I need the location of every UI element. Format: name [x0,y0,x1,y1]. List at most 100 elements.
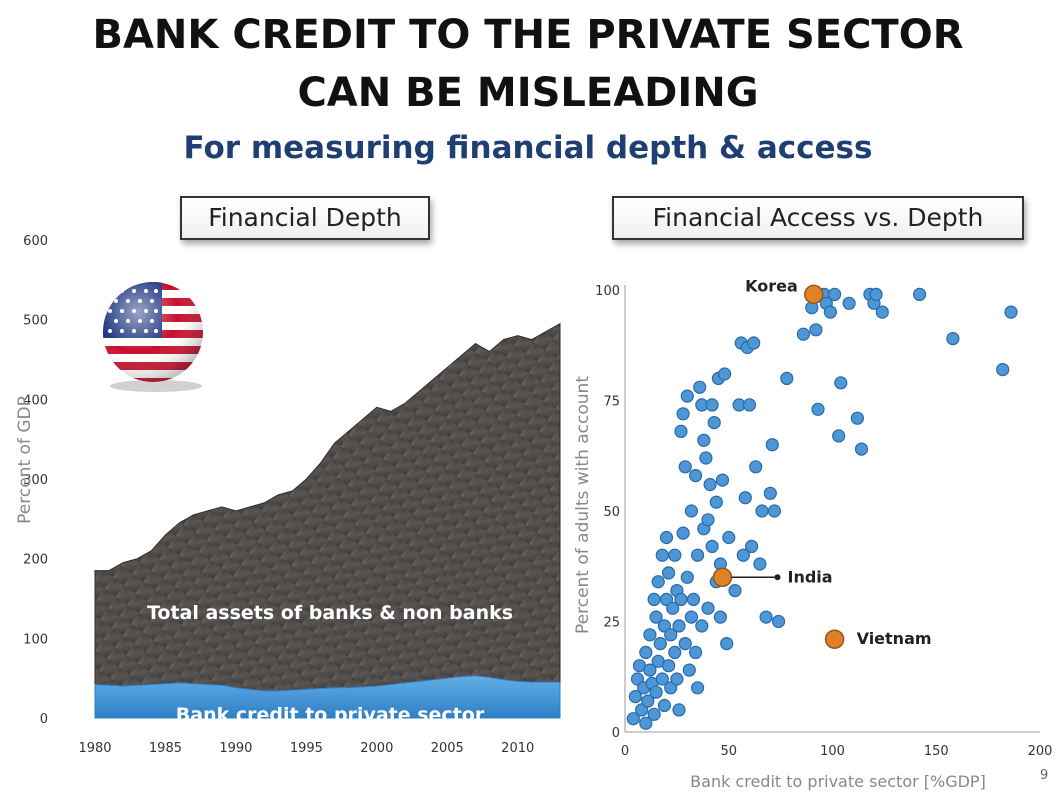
area-y-tick-label: 300 [23,473,48,488]
financial-depth-label: Financial Depth [180,196,430,240]
scatter-point [705,398,719,412]
scatter-point [780,371,794,385]
scatter-point [690,548,705,562]
scatter-point [755,504,769,518]
highlight-point-india [712,567,733,588]
scatter-point [676,407,690,421]
scatter-point [657,619,672,633]
scatter-point [811,402,825,416]
scatter-point [1004,305,1018,319]
scatter-point [676,526,690,540]
scatter-point [701,513,715,527]
scatter-point [738,491,752,505]
area-y-tick-label: 100 [23,632,48,647]
scatter-point [875,305,889,319]
scatter-point [722,530,736,545]
scatter-point [643,663,657,677]
scatter-point [850,411,864,425]
scatter-point [753,557,767,571]
scatter-point [690,681,705,695]
scatter-point [674,424,688,438]
scatter-point [869,287,883,302]
financial-depth-chart: 0 100 200 300 400 500 600 1980 1985 1990 1995 2000… [15,234,561,756]
scatter-point [651,575,665,589]
scatter-point [659,530,674,545]
us-flag-icon [103,282,203,392]
scatter-point [626,712,640,726]
scatter-point [653,637,667,651]
scatter-point [659,592,674,606]
area-x-tick-label: 1980 [78,741,111,756]
scatter-point [639,645,653,659]
scatter-point [697,433,711,447]
scatter-y-tick-label: 100 [595,284,620,299]
scatter-point [680,389,694,403]
scatter-point [649,685,663,699]
scatter-point [728,584,742,598]
scatter-point [842,296,856,310]
scatter-point [823,305,837,319]
scatter-point [709,495,723,509]
scatter-point [796,327,810,341]
page-title-line-2: CAN BE MISLEADING [297,70,759,116]
series-label-bank-credit: Bank credit to private sector [176,704,485,726]
scatter-y-tick-label: 25 [603,616,620,631]
scatter-point [713,610,727,624]
scatter-x-tick-label: 150 [924,744,949,759]
series-label-total-assets: Total assets of banks & non banks [147,602,513,624]
scatter-point [767,504,781,518]
scatter-point [946,331,960,346]
scatter-point [832,429,846,443]
scatter-point [668,645,682,659]
scatter-point [684,610,699,624]
scatter-point [657,698,672,713]
page-number: 9 [1040,768,1049,783]
scatter-point [720,637,734,651]
scatter-point [628,690,643,704]
scatter-point [666,601,680,615]
scatter-point [745,539,759,553]
area-x-tick-label: 2000 [360,741,393,756]
area-x-tick-label: 1990 [219,741,252,756]
scatter-point [670,672,684,686]
scatter-point [678,637,692,651]
scatter-point [705,539,719,553]
page-title-line-1: BANK CREDIT TO THE PRIVATE SECTOR [92,12,964,58]
scatter-point [913,287,927,302]
scatter-point [695,619,709,633]
scatter-x-tick-label: 100 [820,744,845,759]
scatter-point [664,628,678,642]
scatter-point [647,707,661,721]
scatter-point [765,438,779,452]
scatter-point [643,628,657,642]
y-axis-label: Percent of GDP [15,396,35,524]
scatter-point [682,663,696,677]
scatter-y-tick-label: 50 [603,505,620,520]
scatter-y-axis-label: Percent of adults with account [573,376,593,634]
area-y-tick-label: 500 [23,314,48,329]
scatter-point [809,323,823,337]
scatter-point [634,703,649,717]
area-y-tick-label: 0 [40,712,48,727]
scatter-point [672,703,686,717]
scatter-point [661,566,676,580]
scatter-point [703,477,717,492]
scatter-x-axis-label: Bank credit to private sector [%GDP] [690,772,986,791]
scatter-point [707,416,721,430]
scatter-point [686,592,701,606]
scatter-point [661,659,676,673]
scatter-point [747,336,761,350]
scatter-point [763,486,777,500]
scatter-point [668,548,682,562]
scatter-point [854,442,869,456]
scatter-x-tick-label: 50 [720,744,737,759]
highlight-point-korea [804,284,824,305]
scatter-point [664,681,678,695]
area-x-tick-label: 2005 [431,741,464,756]
page-subtitle: For measuring financial depth & access [183,130,873,166]
financial-access-chart: 0 25 50 75 100 0 50 100 150 200 Korea India Vietna… [573,276,1052,791]
area-y-tick-label: 600 [23,234,48,249]
area-bank-credit [94,675,561,719]
scatter-x-tick-label: 0 [621,744,629,759]
scatter-point [996,363,1010,377]
